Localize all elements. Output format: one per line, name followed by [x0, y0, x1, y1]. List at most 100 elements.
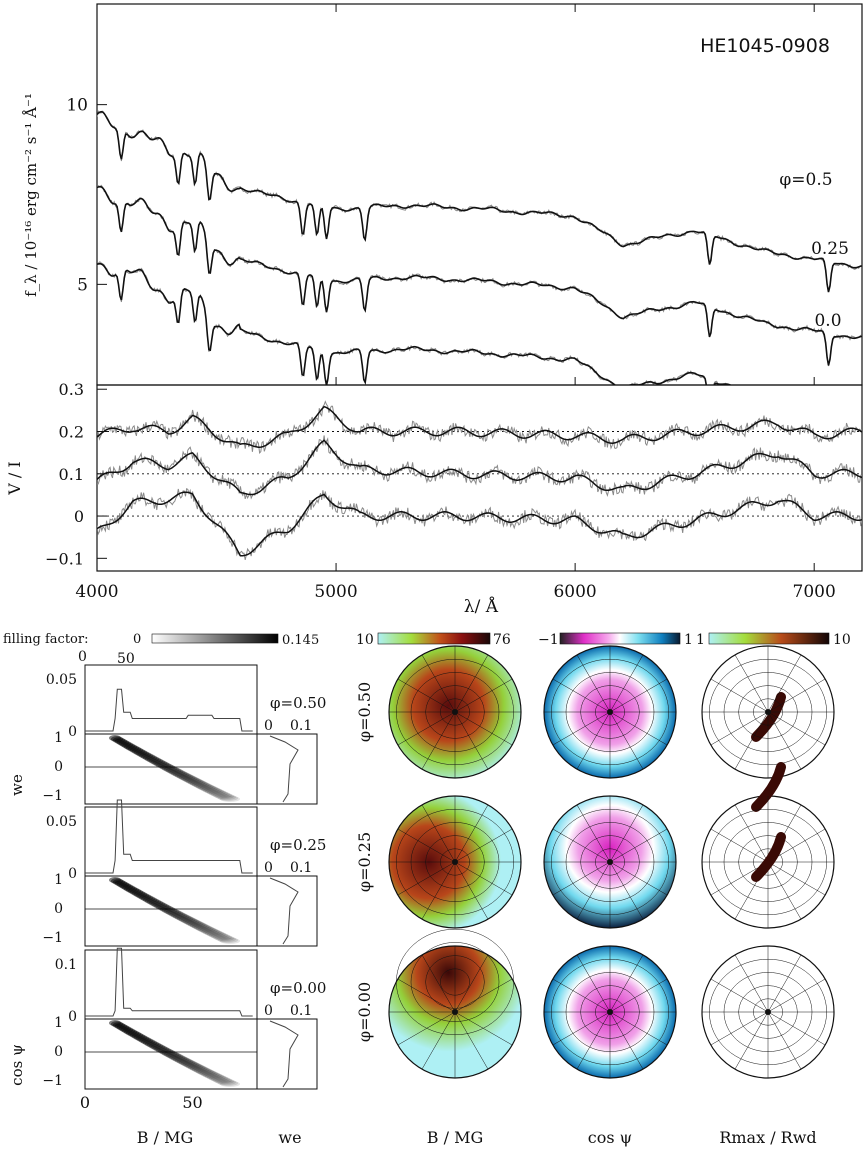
b-density-blob	[191, 781, 210, 788]
b-density-blob	[204, 788, 224, 795]
globe-meridian	[454, 1011, 489, 1070]
b-density-blob	[152, 1045, 168, 1052]
b-density-blob	[174, 914, 192, 921]
b-density-blob	[161, 765, 178, 772]
b-density-blob	[212, 1077, 232, 1084]
we-side-frame	[256, 875, 318, 947]
b-density-ytick-label: −1	[42, 788, 63, 804]
b-density-blob	[214, 793, 234, 800]
globe-meridian	[609, 711, 668, 746]
flux-model-0	[97, 110, 862, 293]
b-density-blob	[195, 783, 214, 790]
colorbar-R-min: 1	[696, 632, 705, 648]
b-density-blob	[203, 787, 222, 794]
we-side-line	[269, 1020, 299, 1088]
globe-meridian	[767, 978, 826, 1013]
flux-series-label: φ=0.5	[779, 170, 832, 190]
b-density-blob	[182, 776, 200, 783]
globe-meridian	[710, 978, 769, 1013]
b-density-blob	[201, 1071, 220, 1078]
we-side-frame	[256, 733, 318, 805]
b-density-blob	[157, 1048, 174, 1055]
b-density-blob	[116, 1024, 130, 1031]
globe-meridian	[710, 711, 769, 746]
b-density-blob	[218, 795, 238, 802]
polarization-ylabel: V / I	[5, 461, 24, 495]
polarization-ytick-label: −0.1	[45, 549, 84, 568]
b-hist-line	[85, 688, 253, 732]
b-density-blob	[135, 892, 150, 899]
globe-meridian	[454, 711, 489, 770]
b-density-ytick-label: −1	[42, 1073, 63, 1089]
b-density-blob	[127, 888, 142, 895]
b-density-blob	[182, 918, 200, 925]
b-density-blob	[210, 791, 230, 798]
globe-meridian	[609, 954, 644, 1013]
b-density-blob	[191, 1066, 210, 1073]
b-density-blob	[114, 1023, 128, 1030]
side-scale-min: 0	[264, 860, 273, 876]
polarization-xtick-label: 4000	[75, 582, 118, 602]
globe	[701, 832, 835, 1079]
b-density-blob	[131, 890, 146, 897]
globe-meridian	[454, 678, 513, 713]
b-density-ytick-label: 0	[54, 901, 63, 917]
bottom-xlabel-cospsi: cos ψ	[588, 1128, 632, 1147]
polarization-frame	[96, 384, 863, 572]
globe-meridian	[734, 654, 769, 713]
globe-meridian	[734, 804, 769, 863]
b-density-blob	[180, 775, 198, 782]
globe-meridian	[609, 1011, 668, 1046]
flux-panel: 5 10 HE1045-0908 f_λ / 10⁻¹⁶ erg cm⁻² s⁻¹…	[22, 3, 863, 386]
bottom-xlabel-rmax: Rmax / Rwd	[719, 1128, 816, 1147]
b-density-blob	[191, 923, 210, 930]
b-density-blob	[118, 740, 132, 747]
globe-meridian	[397, 678, 456, 713]
b-hist-phase: φ=0.25	[270, 836, 326, 854]
filling-max: 0.145	[282, 633, 319, 648]
b-density-blob	[163, 1051, 180, 1058]
colorbar-cos	[559, 632, 681, 645]
globe	[388, 795, 522, 929]
globe-meridian	[609, 1011, 644, 1070]
b-density-blob	[131, 748, 146, 755]
globe-meridian	[454, 828, 513, 863]
side-scale-min: 0	[264, 718, 273, 734]
globe-meridian	[609, 804, 644, 863]
globe-meridian	[397, 978, 456, 1013]
we-side-frame	[256, 1018, 318, 1090]
globe-meridian	[421, 804, 456, 863]
globe-meridian	[767, 861, 826, 896]
globe-meridian	[454, 654, 489, 713]
b-density-blob	[167, 1053, 184, 1060]
b-density-blob	[195, 1068, 214, 1075]
b-density-blob	[180, 917, 198, 924]
flux-ytick-label: 10	[66, 96, 88, 116]
b-hist-phase: φ=0.50	[270, 694, 326, 712]
b-density-blob	[122, 742, 136, 749]
b-density-blob	[131, 1033, 146, 1040]
b-density-blob	[133, 891, 148, 898]
globe-meridian	[767, 711, 802, 770]
globe-meridian	[609, 678, 668, 713]
b-density-blob	[142, 1039, 158, 1046]
globe	[543, 945, 677, 1079]
flux-observed-2	[97, 261, 735, 385]
b-density-blob	[110, 878, 124, 885]
object-label: HE1045-0908	[700, 35, 830, 57]
b-density-blob	[216, 936, 236, 943]
b-density-blob	[203, 929, 222, 936]
colorbar-row: filling factor: 0 0.145 10 76 −1 1 1 10	[3, 632, 851, 648]
globe-pole	[765, 709, 771, 715]
b-density-blob	[214, 935, 234, 942]
globe-meridian	[609, 978, 668, 1013]
b-hist-ytick-label: 0	[68, 724, 77, 740]
colorbar-R-max: 10	[833, 632, 851, 648]
globe-pole	[452, 1009, 458, 1015]
b-density-blob	[172, 913, 190, 920]
globe-meridian	[421, 654, 456, 713]
globe-pole	[452, 709, 458, 715]
b-density-blob	[148, 758, 164, 765]
side-scale-max: 0.1	[290, 1003, 312, 1019]
